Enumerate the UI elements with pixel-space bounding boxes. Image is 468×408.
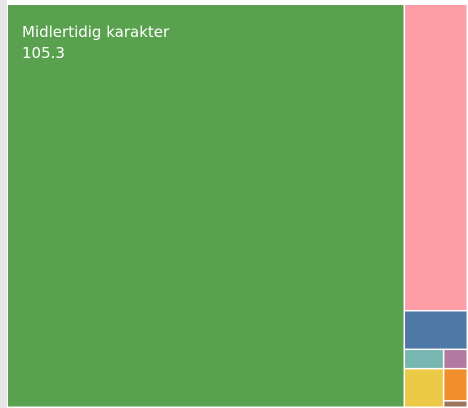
cell-label: Midlertidig karakter (22, 23, 170, 41)
treemap-cell (405, 350, 443, 368)
side-strip (0, 0, 7, 408)
cell-value: 105.3 (22, 44, 65, 62)
treemap-cell (444, 350, 467, 368)
treemap-cell (8, 5, 404, 407)
treemap-cell (405, 311, 467, 349)
treemap-cell (444, 401, 467, 407)
treemap-cell (405, 369, 443, 407)
treemap-cell (444, 369, 467, 401)
treemap-cell (405, 5, 467, 310)
